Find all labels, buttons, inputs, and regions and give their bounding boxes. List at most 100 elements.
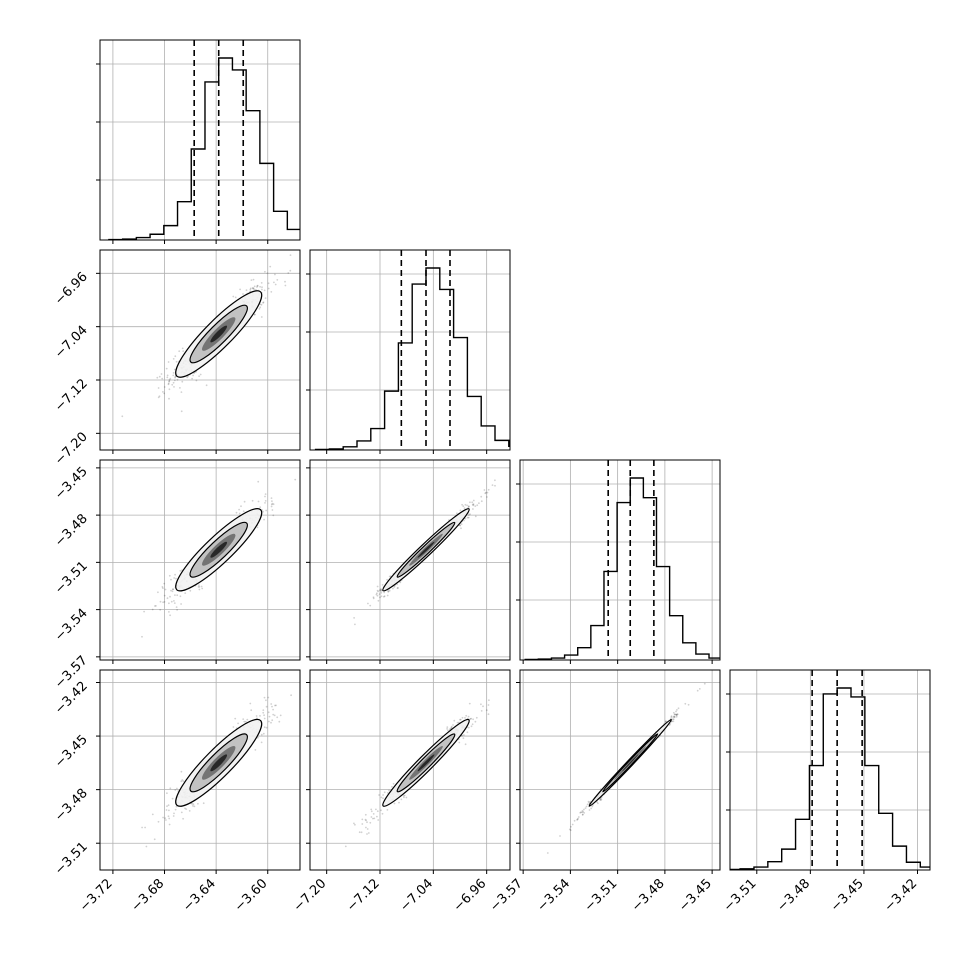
scatter-point xyxy=(168,380,171,383)
contour-level-3 xyxy=(417,541,435,558)
scatter-point xyxy=(585,805,588,808)
corner-panels xyxy=(96,39,931,874)
scatter-point xyxy=(488,699,490,702)
scatter-point xyxy=(388,575,391,578)
scatter-point xyxy=(171,590,174,593)
scatter-point xyxy=(261,288,263,291)
scatter-point xyxy=(159,600,162,603)
scatter-point xyxy=(472,718,474,721)
scatter-point xyxy=(156,376,159,379)
scatter-point xyxy=(382,794,384,796)
scatter-point xyxy=(377,599,380,602)
scatter-point xyxy=(577,816,580,818)
scatter-point xyxy=(172,358,175,360)
scatter-point xyxy=(471,503,474,506)
x-tick-label: −7.20 xyxy=(291,876,330,915)
scatter-point xyxy=(370,816,373,818)
scatter-point xyxy=(264,495,266,498)
scatter-point xyxy=(176,378,179,381)
scatter-panel-3-2 xyxy=(516,669,721,874)
scatter-point xyxy=(448,728,451,731)
scatter-point xyxy=(263,518,265,521)
scatter-point xyxy=(271,509,274,511)
scatter-point xyxy=(698,688,701,690)
scatter-point xyxy=(243,500,246,503)
scatter-point xyxy=(396,587,399,590)
scatter-point xyxy=(461,503,463,506)
scatter-point xyxy=(386,809,389,811)
scatter-point xyxy=(703,682,706,685)
scatter-point xyxy=(284,280,286,283)
scatter-point xyxy=(290,694,292,697)
scatter-point xyxy=(191,377,194,380)
scatter-point xyxy=(253,285,256,288)
scatter-point xyxy=(675,710,677,713)
scatter-point xyxy=(304,661,306,663)
scatter-point xyxy=(238,512,241,515)
scatter-point xyxy=(677,707,680,710)
scatter-point xyxy=(462,737,465,740)
scatter-point xyxy=(396,583,398,586)
scatter-point xyxy=(262,709,265,711)
scatter-point xyxy=(259,306,262,309)
scatter-point xyxy=(173,386,175,388)
y-tick-label: −3.45 xyxy=(52,464,91,503)
scatter-point xyxy=(459,524,462,527)
scatter-point xyxy=(273,714,276,717)
scatter-point xyxy=(184,592,187,594)
scatter-point xyxy=(157,387,160,389)
scatter-point xyxy=(367,602,369,605)
scatter-panel-2-1 xyxy=(306,459,511,664)
scatter-point xyxy=(166,597,169,600)
scatter-point xyxy=(195,379,198,382)
scatter-point xyxy=(174,355,177,358)
scatter-point xyxy=(240,505,242,508)
scatter-point xyxy=(386,578,388,581)
scatter-point xyxy=(480,500,483,503)
scatter-point xyxy=(267,696,270,699)
scatter-point xyxy=(486,496,488,498)
scatter-point xyxy=(486,491,489,494)
scatter-point xyxy=(383,591,386,594)
scatter-point xyxy=(188,810,191,812)
scatter-point xyxy=(172,588,175,591)
scatter-point xyxy=(259,715,261,717)
scatter-point xyxy=(154,605,156,607)
scatter-point xyxy=(369,821,372,824)
scatter-point xyxy=(450,725,453,728)
scatter-point xyxy=(176,594,179,597)
scatter-point xyxy=(571,823,574,826)
y-tick-label: −3.54 xyxy=(52,606,91,645)
scatter-point xyxy=(382,797,384,800)
scatter-panel-3-1 xyxy=(306,669,511,874)
scatter-point xyxy=(462,505,465,508)
scatter-point xyxy=(372,817,374,820)
scatter-point xyxy=(172,374,175,377)
scatter-point xyxy=(463,519,465,522)
scatter-point xyxy=(405,796,408,799)
scatter-point xyxy=(205,384,208,387)
scatter-point xyxy=(161,586,164,588)
scatter-point xyxy=(274,283,277,286)
scatter-point xyxy=(202,802,205,805)
scatter-point xyxy=(265,726,268,729)
scatter-point xyxy=(257,480,260,483)
scatter-point xyxy=(173,379,176,382)
y-tick-label: −3.51 xyxy=(52,839,91,878)
scatter-point xyxy=(447,729,449,732)
scatter-point xyxy=(252,287,255,290)
scatter-point xyxy=(252,278,255,281)
y-tick-label: −7.12 xyxy=(52,376,91,415)
scatter-point xyxy=(364,813,367,816)
scatter-point xyxy=(250,279,253,281)
histogram-panel-1 xyxy=(306,249,511,454)
scatter-point xyxy=(600,798,603,801)
scatter-point xyxy=(379,588,382,591)
scatter-point xyxy=(270,721,272,724)
histogram-panel-0 xyxy=(96,39,301,244)
scatter-point xyxy=(163,601,166,603)
scatter-point xyxy=(262,711,265,714)
scatter-point xyxy=(469,718,472,720)
scatter-point xyxy=(173,577,176,579)
scatter-point xyxy=(198,584,200,586)
